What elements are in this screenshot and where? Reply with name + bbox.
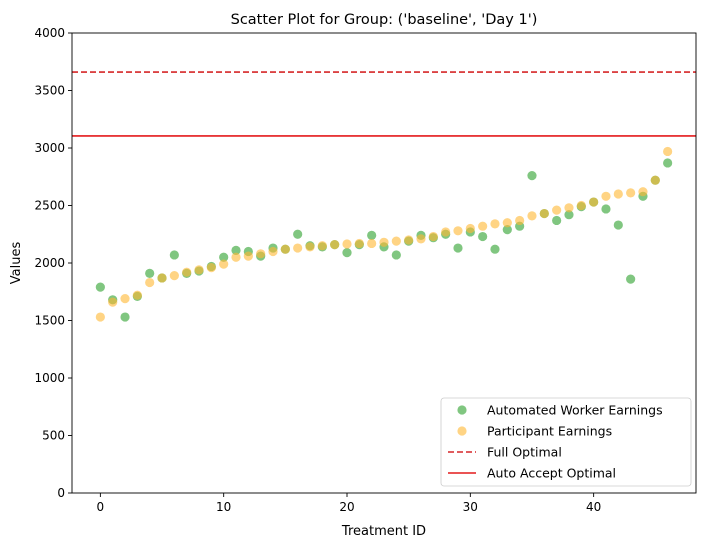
scatter-point-s1-17 — [305, 242, 315, 252]
scatter-point-s1-7 — [182, 267, 192, 277]
legend-label-0: Automated Worker Earnings — [487, 403, 663, 418]
chart-title: Scatter Plot for Group: ('baseline', 'Da… — [231, 12, 538, 28]
legend-label-1: Participant Earnings — [487, 424, 612, 439]
scatter-point-s1-24 — [391, 236, 401, 246]
scatter-point-s0-33 — [502, 225, 512, 235]
scatter-point-s1-21 — [354, 238, 364, 249]
scatter-point-s1-26 — [416, 234, 426, 244]
scatter-point-s1-10 — [219, 259, 229, 269]
scatter-point-s0-2 — [120, 312, 130, 322]
scatter-point-s1-36 — [539, 208, 549, 219]
scatter-point-s1-31 — [478, 221, 488, 231]
scatter-point-s1-3 — [132, 290, 142, 300]
scatter-point-s0-35 — [527, 171, 537, 181]
scatter-point-s1-45 — [650, 175, 660, 185]
scatter-point-s1-42 — [613, 189, 623, 199]
scatter-point-s1-6 — [169, 271, 179, 281]
y-tick-label-0: 0 — [57, 486, 65, 500]
scatter-point-s1-19 — [330, 240, 340, 250]
scatter-point-s1-14 — [268, 246, 278, 257]
scatter-point-s1-16 — [293, 243, 303, 253]
scatter-point-s1-30 — [465, 223, 475, 234]
scatter-point-s1-41 — [601, 191, 611, 201]
scatter-point-s1-44 — [638, 187, 648, 197]
y-tick-label-2: 1000 — [34, 371, 65, 385]
scatter-point-s1-22 — [367, 238, 377, 249]
scatter-point-s1-8 — [194, 265, 204, 275]
scatter-point-s1-35 — [527, 211, 537, 221]
scatter-point-s1-29 — [453, 226, 463, 236]
scatter-point-s1-5 — [157, 273, 167, 283]
scatter-point-s1-32 — [490, 219, 500, 229]
x-tick-label-3: 30 — [463, 500, 478, 514]
scatter-point-s0-29 — [453, 243, 463, 253]
scatter-point-s1-33 — [502, 218, 512, 228]
legend: Automated Worker Earnings Participant Ear… — [440, 397, 692, 487]
y-tick-label-6: 3000 — [34, 141, 65, 155]
scatter-point-s1-43 — [626, 188, 636, 198]
scatter-point-s1-25 — [404, 235, 414, 245]
scatter-point-s1-18 — [317, 241, 327, 251]
scatter-point-s1-0 — [95, 312, 105, 322]
x-tick-label-2: 20 — [339, 500, 354, 514]
legend-marker-1 — [457, 426, 467, 436]
scatter-point-s0-4 — [145, 268, 155, 278]
x-tick-label-1: 10 — [216, 500, 231, 514]
scatter-point-s1-12 — [243, 251, 253, 261]
scatter-point-s0-38 — [564, 210, 574, 220]
scatter-point-s1-2 — [120, 294, 130, 304]
scatter-point-s1-20 — [342, 239, 352, 249]
scatter-point-s1-40 — [589, 197, 599, 207]
scatter-point-s0-22 — [367, 230, 377, 240]
scatter-point-s1-9 — [206, 263, 216, 273]
scatter-point-s1-46 — [663, 146, 673, 157]
scatter-point-s1-15 — [280, 244, 290, 254]
scatter-point-s0-32 — [490, 244, 500, 254]
scatter-point-s0-37 — [552, 215, 562, 226]
y-tick-label-7: 3500 — [34, 84, 65, 98]
y-tick-label-4: 2000 — [34, 256, 65, 270]
scatter-point-s0-11 — [231, 245, 241, 255]
scatter-point-s1-37 — [552, 205, 562, 215]
x-tick-label-0: 0 — [97, 500, 105, 514]
scatter-point-s0-6 — [169, 250, 179, 260]
legend-marker-0 — [457, 405, 467, 415]
legend-box — [440, 397, 692, 487]
scatter-point-s0-41 — [601, 204, 611, 214]
scatter-point-s0-31 — [478, 231, 488, 242]
scatter-point-s0-0 — [95, 282, 105, 292]
legend-label-2: Full Optimal — [487, 445, 562, 460]
y-tick-label-8: 4000 — [34, 26, 65, 40]
y-tick-label-1: 500 — [42, 429, 65, 443]
legend-label-3: Auto Accept Optimal — [487, 466, 616, 481]
scatter-point-s1-4 — [145, 277, 155, 288]
scatter-point-s1-11 — [231, 252, 241, 262]
scatter-point-s1-23 — [379, 237, 389, 247]
scatter-point-s0-46 — [663, 158, 673, 168]
plot-area: 0 10 20 30 40 0 500 1000 1500 2000 2500 3000 3500 400… — [34, 26, 697, 514]
y-tick-label-3: 1500 — [34, 314, 65, 328]
scatter-point-s0-10 — [219, 252, 229, 262]
scatter-point-s1-38 — [564, 203, 574, 213]
scatter-point-s1-34 — [515, 215, 525, 226]
scatter-point-s1-1 — [108, 297, 118, 307]
scatter-point-s1-27 — [428, 231, 438, 242]
x-axis-label: Treatment ID — [341, 524, 426, 539]
scatter-point-s1-13 — [256, 249, 266, 259]
x-tick-label-4: 40 — [586, 500, 601, 514]
scatter-point-s0-20 — [342, 248, 352, 258]
y-axis-label: Values — [9, 242, 24, 285]
scatter-point-s1-39 — [576, 200, 586, 211]
scatter-point-s0-24 — [391, 250, 401, 260]
scatter-point-s0-16 — [293, 229, 303, 239]
y-tick-label-5: 2500 — [34, 199, 65, 213]
scatter-point-s0-42 — [613, 220, 623, 230]
scatter-point-s0-43 — [626, 274, 636, 284]
scatter-point-s1-28 — [441, 227, 451, 237]
